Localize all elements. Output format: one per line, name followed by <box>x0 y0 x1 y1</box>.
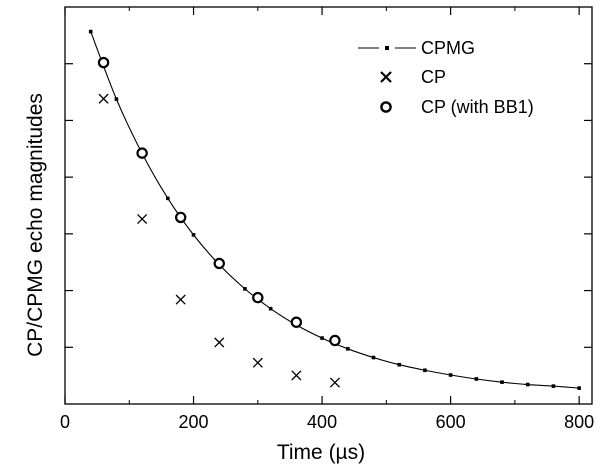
plot-frame <box>64 6 593 405</box>
point-cpmg <box>345 347 350 351</box>
legend: CPMG CP CP (with BB1) <box>358 38 534 117</box>
x-tick-label: 200 <box>179 412 209 432</box>
legend-label-cpmg: CPMG <box>421 38 475 58</box>
point-cp <box>175 294 186 305</box>
legend-label-cp-bb1: CP (with BB1) <box>421 97 534 117</box>
legend-label-cp: CP <box>421 67 446 87</box>
axes: 0 200 400 600 800 <box>60 6 594 432</box>
point-cp <box>137 213 148 225</box>
series-line-cpmg <box>90 31 580 389</box>
point-cp-bb1 <box>174 211 187 224</box>
point-cpmg <box>166 196 170 201</box>
point-cp-bb1 <box>97 56 110 69</box>
point-cpmg <box>371 355 376 360</box>
point-cpmg <box>114 97 119 101</box>
point-cpmg <box>243 287 247 291</box>
point-cp <box>329 377 340 388</box>
point-cp-bb1 <box>329 334 341 347</box>
plot-area <box>88 29 581 390</box>
point-cpmg <box>423 368 427 373</box>
point-cpmg <box>448 373 453 377</box>
legend-cp-bb1-marker <box>380 101 392 113</box>
x-tick-label: 600 <box>436 412 466 432</box>
x-axis-title: Time (µs) <box>277 441 365 464</box>
legend-cp-marker <box>380 71 392 83</box>
point-cpmg <box>577 386 581 390</box>
point-cpmg <box>88 29 93 34</box>
point-cpmg <box>500 380 504 384</box>
point-cpmg <box>268 306 273 311</box>
legend-cpmg-marker <box>385 46 389 50</box>
x-tick-label: 800 <box>564 412 594 432</box>
x-tick-label: 0 <box>60 412 70 432</box>
point-cp-bb1 <box>213 257 225 270</box>
y-axis-title: CP/CPMG echo magnitudes <box>24 93 47 357</box>
point-cp <box>214 337 225 348</box>
point-cp <box>98 93 109 104</box>
point-cp <box>291 370 302 381</box>
point-cp-bb1 <box>290 316 303 328</box>
point-cp <box>252 357 263 368</box>
x-tick-label: 400 <box>307 412 337 432</box>
point-cpmg <box>397 362 401 367</box>
point-cpmg <box>191 233 196 237</box>
point-cp-bb1 <box>136 147 148 159</box>
point-cpmg <box>551 384 556 388</box>
point-cp-bb1 <box>252 291 264 304</box>
point-cpmg <box>320 336 324 340</box>
point-cpmg <box>474 377 479 381</box>
point-cpmg <box>525 382 530 387</box>
